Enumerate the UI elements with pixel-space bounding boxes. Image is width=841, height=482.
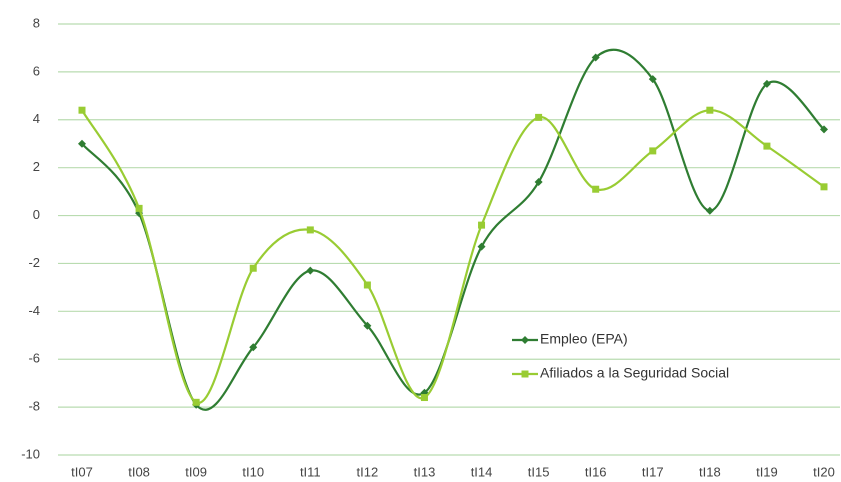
marker — [192, 398, 200, 406]
marker — [478, 221, 486, 229]
marker — [591, 53, 600, 62]
marker — [592, 185, 600, 193]
y-tick-label: 8 — [33, 15, 40, 30]
x-tick-label: tI19 — [756, 464, 778, 479]
legend-label: Afiliados a la Seguridad Social — [540, 365, 729, 381]
y-tick-label: -10 — [21, 446, 40, 461]
y-tick-label: -8 — [28, 399, 40, 414]
marker — [477, 242, 486, 251]
x-tick-label: tI09 — [185, 464, 207, 479]
x-tick-label: tI20 — [813, 464, 835, 479]
x-tick-label: tI07 — [71, 464, 93, 479]
y-tick-label: -4 — [28, 303, 40, 318]
y-tick-label: -6 — [28, 351, 40, 366]
marker — [78, 106, 86, 114]
y-tick-label: 0 — [33, 207, 40, 222]
marker — [135, 204, 143, 212]
marker — [648, 75, 657, 84]
marker — [78, 139, 86, 148]
marker — [420, 394, 428, 402]
y-tick-label: -2 — [28, 255, 40, 270]
marker — [363, 321, 372, 330]
marker — [249, 264, 257, 272]
x-tick-label: tI15 — [528, 464, 550, 479]
x-tick-label: tI10 — [242, 464, 264, 479]
legend-marker — [521, 336, 529, 344]
marker — [820, 183, 828, 191]
marker — [306, 226, 314, 234]
marker — [705, 206, 714, 215]
x-tick-label: tI14 — [471, 464, 493, 479]
y-tick-label: 2 — [33, 159, 40, 174]
x-tick-label: tI11 — [300, 464, 321, 479]
x-tick-label: tI12 — [357, 464, 379, 479]
legend-label: Empleo (EPA) — [540, 331, 628, 347]
marker — [762, 79, 771, 88]
marker — [534, 178, 543, 187]
marker — [763, 142, 771, 150]
marker — [363, 281, 371, 289]
series-line — [81, 48, 825, 411]
x-tick-label: tI17 — [642, 464, 664, 479]
marker — [649, 147, 657, 155]
y-tick-label: 4 — [33, 111, 40, 126]
x-tick-label: tI18 — [699, 464, 721, 479]
x-tick-label: tI16 — [585, 464, 607, 479]
marker — [820, 125, 828, 134]
marker — [706, 106, 714, 114]
y-tick-label: 6 — [33, 63, 40, 78]
marker — [535, 113, 543, 121]
marker — [306, 266, 315, 275]
marker — [249, 343, 258, 352]
x-tick-label: tI13 — [414, 464, 436, 479]
legend-marker — [521, 370, 529, 378]
x-tick-label: tI08 — [128, 464, 150, 479]
